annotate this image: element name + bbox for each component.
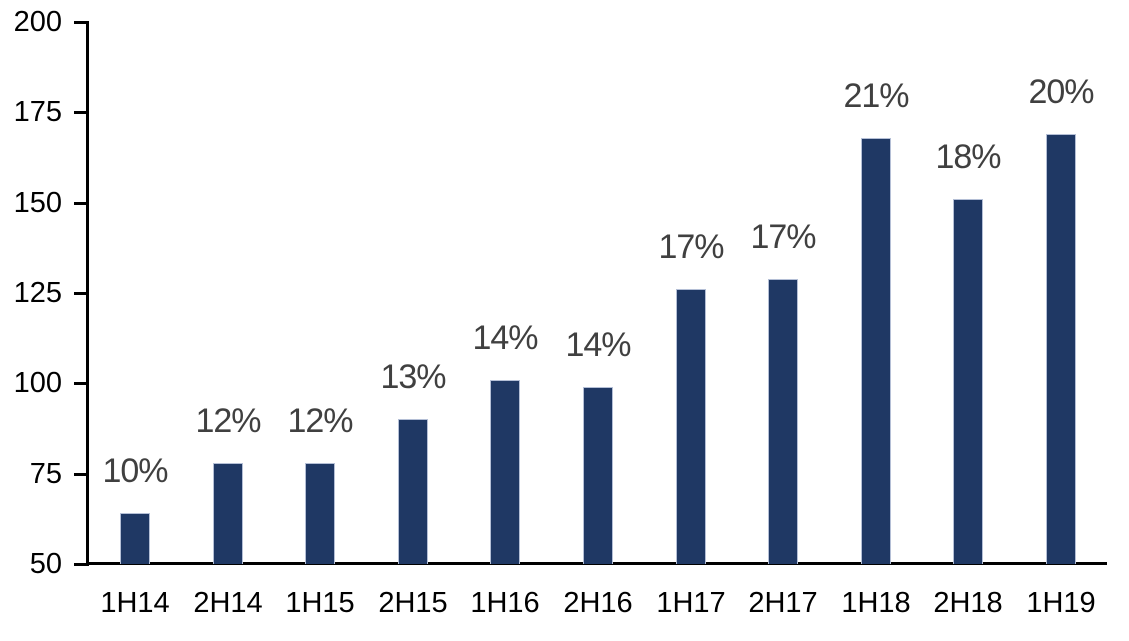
- x-category-label: 1H15: [285, 587, 355, 619]
- bar: [120, 513, 150, 564]
- bar-value-label: 10%: [102, 452, 168, 490]
- y-tick: [74, 382, 89, 385]
- x-category-label: 2H16: [563, 587, 633, 619]
- y-tick: [74, 563, 89, 566]
- y-tick: [74, 292, 89, 295]
- bar-value-label: 17%: [658, 228, 724, 266]
- y-tick: [74, 202, 89, 205]
- y-tick: [74, 21, 89, 24]
- bar-value-label: 12%: [195, 402, 261, 440]
- x-category-label: 1H16: [470, 587, 540, 619]
- y-tick-label: 100: [13, 367, 62, 399]
- y-tick-label: 200: [13, 6, 62, 38]
- x-category-label: 1H18: [841, 587, 911, 619]
- bar: [213, 463, 243, 564]
- y-tick: [74, 473, 89, 476]
- bar-value-label: 17%: [750, 218, 816, 256]
- bar-value-label: 18%: [935, 138, 1001, 176]
- x-category-label: 2H14: [193, 587, 263, 619]
- bar: [1046, 134, 1076, 564]
- bar: [583, 387, 613, 564]
- bar: [953, 199, 983, 564]
- y-tick-label: 125: [13, 277, 62, 309]
- x-category-label: 1H14: [100, 587, 170, 619]
- x-category-label: 1H17: [656, 587, 726, 619]
- bar-value-label: 14%: [472, 319, 538, 357]
- bar-value-label: 20%: [1028, 73, 1094, 111]
- bar-value-label: 12%: [287, 402, 353, 440]
- bar-value-label: 14%: [565, 326, 631, 364]
- bar: [676, 289, 706, 564]
- x-category-label: 2H18: [933, 587, 1003, 619]
- y-tick: [74, 111, 89, 114]
- bar: [398, 419, 428, 564]
- bar: [490, 380, 520, 564]
- y-tick-label: 50: [29, 548, 62, 580]
- x-category-label: 2H15: [378, 587, 448, 619]
- x-category-label: 1H19: [1026, 587, 1096, 619]
- bar: [305, 463, 335, 564]
- bar-value-label: 13%: [380, 358, 446, 396]
- bar-value-label: 21%: [843, 77, 909, 115]
- y-tick-label: 75: [29, 458, 62, 490]
- x-category-label: 2H17: [748, 587, 818, 619]
- y-tick-label: 150: [13, 187, 62, 219]
- bar: [861, 138, 891, 564]
- bar: [768, 279, 798, 564]
- y-tick-label: 175: [13, 96, 62, 128]
